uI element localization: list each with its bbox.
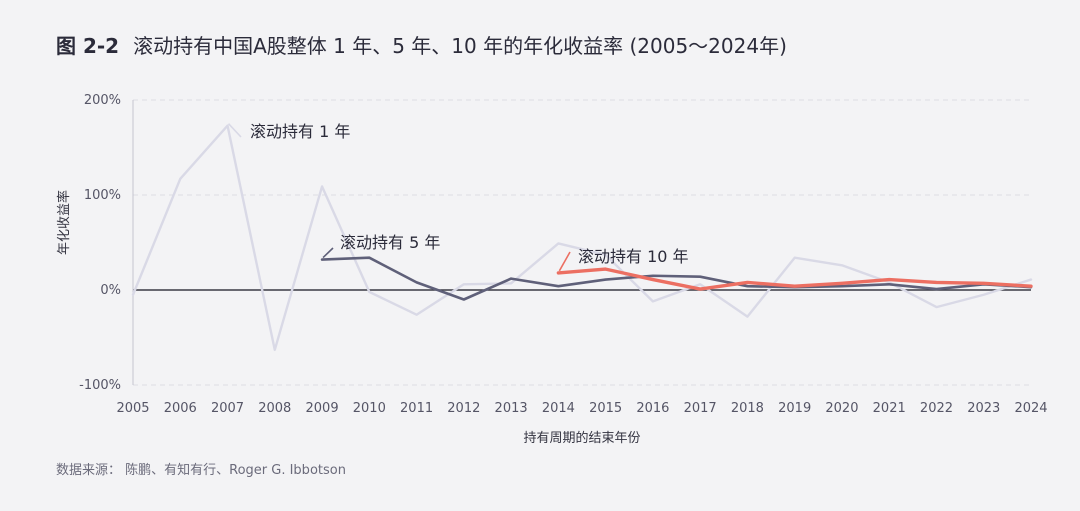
x-tick-label: 2022 [920, 401, 953, 416]
x-tick-label: 2007 [211, 401, 244, 416]
x-tick-label: 2017 [684, 401, 717, 416]
leader-line [558, 251, 571, 272]
y-tick-label: 0% [100, 283, 121, 298]
data-source-note: 数据来源： 陈鹏、有知有行、Roger G. Ibbotson [56, 463, 346, 478]
series-label-10yr: 滚动持有 10 年 [578, 247, 689, 266]
x-tick-label: 2012 [447, 401, 480, 416]
figure-number: 图 2-2 [56, 34, 120, 58]
y-axis-title: 年化收益率 [56, 190, 72, 255]
x-tick-label: 2011 [400, 401, 433, 416]
x-tick-label: 2021 [873, 401, 906, 416]
x-tick-label: 2005 [116, 401, 149, 416]
x-axis-title: 持有周期的结束年份 [523, 430, 640, 446]
series-label-1yr: 滚动持有 1 年 [250, 122, 350, 141]
x-tick-label: 2020 [825, 401, 858, 416]
y-tick-label: 200% [84, 93, 121, 108]
x-tick-label: 2008 [258, 401, 291, 416]
x-tick-label: 2013 [495, 401, 528, 416]
x-tick-label: 2016 [636, 401, 669, 416]
x-tick-label: 2014 [542, 401, 575, 416]
x-tick-label: 2018 [731, 401, 764, 416]
series-label-5yr: 滚动持有 5 年 [340, 233, 440, 252]
y-tick-label: -100% [79, 378, 121, 393]
x-tick-label: 2019 [778, 401, 811, 416]
figure-title-text: 滚动持有中国A股整体 1 年、5 年、10 年的年化收益率 (2005～2024… [133, 34, 787, 58]
x-tick-label: 2024 [1014, 401, 1047, 416]
leader-line [322, 247, 334, 259]
x-tick-label: 2015 [589, 401, 622, 416]
x-tick-label: 2006 [164, 401, 197, 416]
x-tick-label: 2023 [967, 401, 1000, 416]
series-line-1yr [131, 124, 1033, 352]
figure-title: 图 2-2 滚动持有中国A股整体 1 年、5 年、10 年的年化收益率 (2005… [56, 30, 787, 59]
leader-line [227, 123, 242, 138]
y-tick-label: 100% [84, 188, 121, 203]
x-tick-label: 2009 [306, 401, 339, 416]
series-line-10yr [556, 267, 1033, 291]
series-line-5yr [320, 256, 1033, 301]
x-tick-label: 2010 [353, 401, 386, 416]
